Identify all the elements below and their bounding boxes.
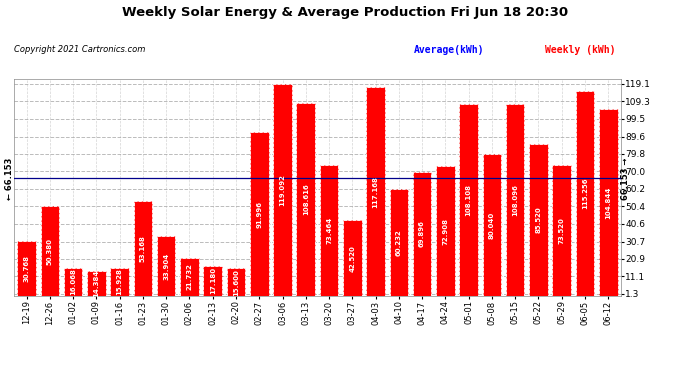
Bar — [180, 258, 199, 296]
Text: 72.908: 72.908 — [442, 218, 448, 245]
Text: 30.768: 30.768 — [23, 255, 30, 282]
Text: Weekly (kWh): Weekly (kWh) — [545, 45, 615, 55]
Text: 14.384: 14.384 — [93, 270, 99, 297]
Bar — [204, 266, 222, 296]
Text: 69.896: 69.896 — [419, 220, 425, 248]
Bar — [575, 91, 594, 296]
Text: 104.844: 104.844 — [605, 187, 611, 219]
Text: 42.520: 42.520 — [349, 245, 355, 272]
Text: 33.904: 33.904 — [163, 252, 169, 280]
Bar — [17, 242, 36, 296]
Text: Weekly Solar Energy & Average Production Fri Jun 18 20:30: Weekly Solar Energy & Average Production… — [122, 6, 568, 19]
Text: ← 66.153: ← 66.153 — [5, 157, 14, 200]
Bar — [250, 132, 268, 296]
Text: 15.928: 15.928 — [117, 268, 123, 296]
Bar — [482, 153, 501, 296]
Bar — [110, 268, 129, 296]
Text: 73.520: 73.520 — [559, 217, 564, 244]
Text: 15.600: 15.600 — [233, 269, 239, 296]
Bar — [366, 87, 385, 296]
Text: 21.732: 21.732 — [186, 264, 193, 290]
Bar — [273, 84, 292, 296]
Bar — [41, 206, 59, 296]
Text: 80.040: 80.040 — [489, 211, 495, 238]
Bar — [87, 271, 106, 296]
Bar — [227, 268, 245, 296]
Bar — [157, 236, 175, 296]
Text: 85.520: 85.520 — [535, 207, 542, 233]
Bar — [390, 189, 408, 296]
Text: 73.464: 73.464 — [326, 217, 332, 244]
Text: 53.168: 53.168 — [140, 236, 146, 262]
Bar — [297, 103, 315, 296]
Text: 115.256: 115.256 — [582, 178, 588, 209]
Bar — [460, 104, 478, 296]
Bar — [436, 166, 455, 296]
Text: 60.232: 60.232 — [396, 229, 402, 256]
Bar — [413, 172, 431, 296]
Bar — [529, 144, 548, 296]
Text: 91.996: 91.996 — [256, 201, 262, 228]
Bar — [63, 268, 82, 296]
Text: 66.153 →: 66.153 → — [621, 157, 630, 200]
Text: 119.092: 119.092 — [279, 174, 286, 206]
Text: 17.180: 17.180 — [210, 267, 216, 294]
Bar — [343, 220, 362, 296]
Text: 108.108: 108.108 — [466, 184, 472, 216]
Text: 50.380: 50.380 — [47, 238, 53, 265]
Text: 108.096: 108.096 — [512, 184, 518, 216]
Text: 16.068: 16.068 — [70, 268, 76, 296]
Bar — [134, 201, 152, 296]
Text: 108.616: 108.616 — [303, 183, 308, 215]
Bar — [599, 110, 618, 296]
Text: Copyright 2021 Cartronics.com: Copyright 2021 Cartronics.com — [14, 45, 145, 54]
Text: 117.168: 117.168 — [373, 176, 379, 208]
Text: Average(kWh): Average(kWh) — [414, 45, 484, 55]
Bar — [319, 165, 338, 296]
Bar — [553, 165, 571, 296]
Bar — [506, 104, 524, 296]
